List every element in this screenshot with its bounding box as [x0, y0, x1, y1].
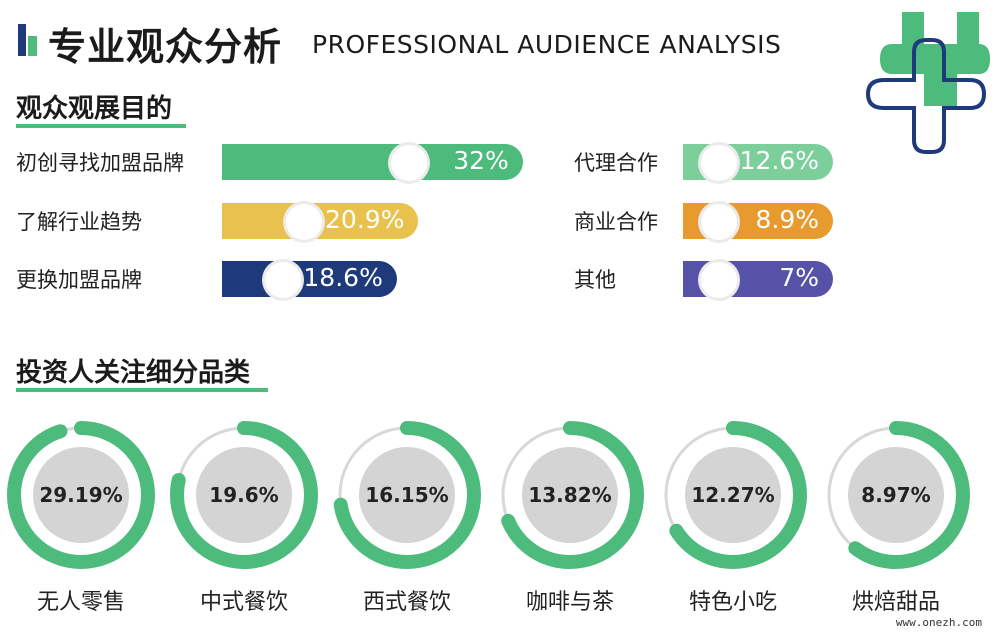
- ring-value-arc: [822, 421, 970, 569]
- bar-mark: 7%: [683, 259, 833, 301]
- bar-knob: [698, 259, 740, 301]
- ring-category-label: 无人零售: [36, 590, 125, 615]
- bar-knob: [387, 142, 430, 184]
- ring-inner-disc: [359, 447, 455, 543]
- bar-knob: [261, 259, 304, 301]
- ring-value-arc: [333, 421, 481, 569]
- ring-value-arc: [7, 421, 155, 569]
- ring-category-label: 特色小吃: [688, 590, 777, 615]
- ring-category-label: 烘焙甜品: [851, 590, 940, 615]
- section-underline: [16, 388, 268, 392]
- bar-value-label: 7%: [779, 263, 819, 292]
- bar-value-label: 18.6%: [303, 263, 383, 292]
- ring-value-label: 8.97%: [861, 483, 931, 507]
- bar-mark: 18.6%: [222, 259, 397, 301]
- bar-knob: [283, 201, 326, 243]
- bar-category-label: 其他: [574, 268, 616, 292]
- bar-value-label: 20.9%: [325, 205, 405, 234]
- bar-value-label: 32%: [453, 146, 509, 175]
- ring-chart: 12.27%: [658, 420, 808, 570]
- ring-chart: 8.97%: [821, 420, 971, 570]
- bar-knob: [698, 142, 740, 184]
- ring-category-label: 咖啡与茶: [525, 590, 614, 615]
- bar-category-label: 初创寻找加盟品牌: [16, 151, 184, 175]
- bar-mark: 12.6%: [683, 142, 833, 184]
- ring-chart: 19.6%: [169, 420, 319, 570]
- ring-value-label: 19.6%: [209, 483, 279, 507]
- ring-inner-disc: [685, 447, 781, 543]
- bar-knob: [698, 201, 740, 243]
- bar-value-label: 8.9%: [755, 205, 819, 234]
- section-underline: [16, 124, 186, 128]
- section-title-purpose: 观众观展目的: [16, 94, 173, 124]
- ring-category-label: 中式餐饮: [199, 590, 288, 615]
- bar-category-label: 代理合作: [574, 151, 658, 175]
- ring-category-label: 西式餐饮: [362, 590, 451, 615]
- logo-icon: [18, 24, 37, 56]
- ring-value-arc: [659, 421, 807, 569]
- bar-category-label: 了解行业趋势: [16, 210, 142, 234]
- bar-mark: 32%: [222, 142, 523, 184]
- page-title: 专业观众分析: [48, 25, 283, 69]
- ring-value-label: 29.19%: [39, 483, 123, 507]
- ring-chart: 13.82%: [495, 420, 645, 570]
- ring-value-label: 13.82%: [528, 483, 612, 507]
- bar-mark: 8.9%: [683, 201, 833, 243]
- page-subtitle: PROFESSIONAL AUDIENCE ANALYSIS: [312, 30, 782, 59]
- bar-mark: 20.9%: [222, 201, 419, 243]
- ring-inner-disc: [522, 447, 618, 543]
- bar-category-label: 更换加盟品牌: [16, 268, 142, 292]
- bar-value-label: 12.6%: [739, 146, 819, 175]
- ring-value-label: 16.15%: [365, 483, 449, 507]
- watermark: www.onezh.com: [895, 616, 982, 629]
- ring-inner-disc: [196, 447, 292, 543]
- section-title-invest: 投资人关注细分品类: [16, 358, 251, 388]
- ring-value-arc: [170, 421, 318, 569]
- ring-inner-disc: [33, 447, 129, 543]
- ring-chart: 16.15%: [332, 420, 482, 570]
- bar-category-label: 商业合作: [574, 210, 658, 234]
- ring-inner-disc: [848, 447, 944, 543]
- ring-value-label: 12.27%: [691, 483, 775, 507]
- decorative-cross-icon: [865, 12, 990, 154]
- ring-value-arc: [496, 421, 644, 569]
- ring-chart: 29.19%: [6, 420, 156, 570]
